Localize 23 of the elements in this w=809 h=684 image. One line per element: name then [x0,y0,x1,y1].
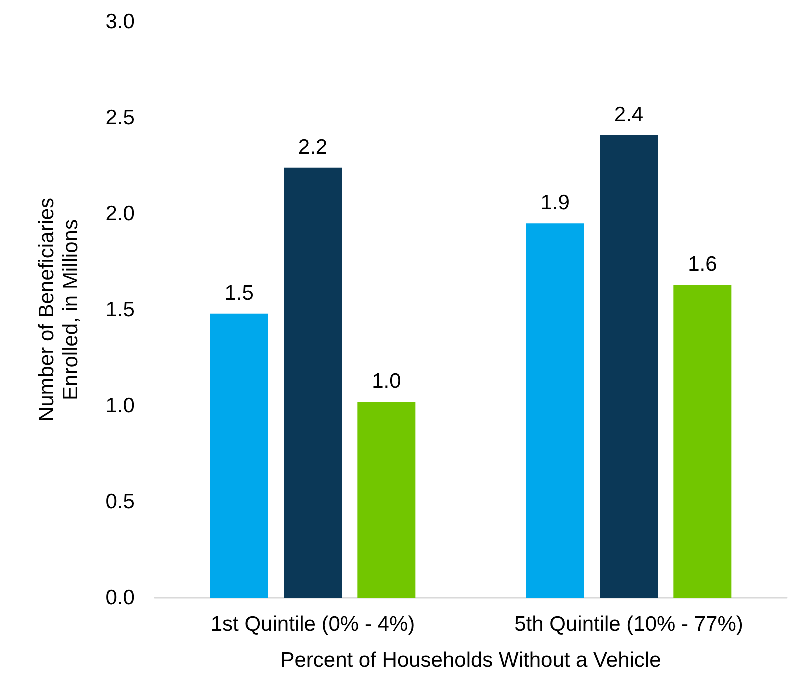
y-tick-label: 2.5 [106,106,135,130]
y-tick-label: 0.5 [106,490,135,514]
data-label: 1.9 [540,192,570,215]
data-label: 1.6 [688,253,718,276]
data-label: 2.2 [298,136,328,159]
bar [600,135,658,598]
x-axis-title: Percent of Households Without a Vehicle [280,649,662,672]
data-label: 2.4 [614,103,644,126]
y-tick-label: 1.5 [106,298,135,322]
bar [210,314,268,598]
y-tick-label: 0.0 [106,586,135,610]
data-label: 1.5 [224,282,254,305]
bar [358,402,416,598]
data-label: 1.0 [372,370,402,394]
y-tick-label: 2.0 [106,202,135,226]
y-tick-label: 1.0 [106,394,135,418]
y-axis-title: Number of Beneficiaries Enrolled, in Millions [36,198,82,422]
bar [674,285,732,598]
bar [284,168,342,598]
x-tick-label: 1st Quintile (0% - 4%) [210,613,416,636]
y-tick-label: 3.0 [106,10,135,34]
x-tick-label: 5th Quintile (10% - 77%) [514,613,744,636]
bar [526,224,584,598]
